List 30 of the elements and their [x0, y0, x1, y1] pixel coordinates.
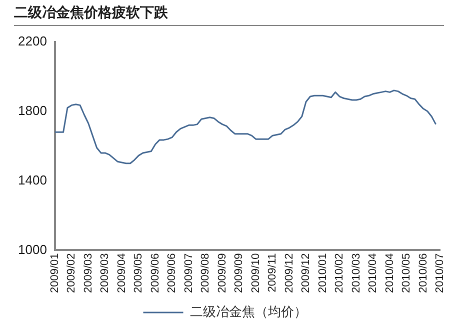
x-tick-label: 2009/06 — [166, 253, 178, 294]
x-tick-label: 2009/03 — [82, 253, 94, 294]
x-tick-label: 2010/03 — [350, 253, 362, 294]
x-tick-label: 2009/12 — [300, 253, 312, 294]
legend-label: 二级冶金焦（均价） — [190, 304, 307, 320]
x-tick-label: 2010/05 — [400, 253, 413, 294]
x-tick-label: 2010/07 — [434, 253, 446, 294]
x-tick-label: 2010/06 — [417, 253, 430, 294]
x-tick-label: 2009/06 — [149, 253, 162, 294]
x-tick-label: 2010/04 — [367, 253, 380, 294]
x-tick-label: 2009/03 — [99, 253, 112, 294]
x-tick-label: 2009/11 — [266, 253, 279, 292]
x-tick-label: 2010/01 — [316, 253, 329, 294]
x-tick-label: 2009/10 — [250, 253, 262, 294]
x-tick-label: 2009/01 — [48, 253, 61, 294]
x-tick-label: 2009/04 — [116, 253, 128, 294]
x-tick-label: 2009/09 — [216, 253, 228, 294]
y-tick-label: 1000 — [18, 242, 47, 257]
x-tick-label: 2009/05 — [132, 253, 145, 294]
x-tick-label: 2009/07 — [182, 253, 195, 294]
x-tick-label: 2009/02 — [66, 253, 78, 294]
x-tick-label: 2010/02 — [334, 253, 346, 294]
x-tick-label: 2009/08 — [200, 253, 212, 294]
y-tick-label: 1800 — [18, 102, 47, 118]
x-tick-label: 2009/09 — [233, 253, 246, 294]
x-tick-label: 2009/12 — [283, 253, 296, 294]
y-tick-label: 2200 — [18, 33, 47, 48]
chart-title: 二级冶金焦价格疲软下跌 — [14, 4, 444, 26]
x-tick-label: 2010/04 — [384, 253, 396, 294]
y-tick-label: 1400 — [18, 172, 47, 188]
